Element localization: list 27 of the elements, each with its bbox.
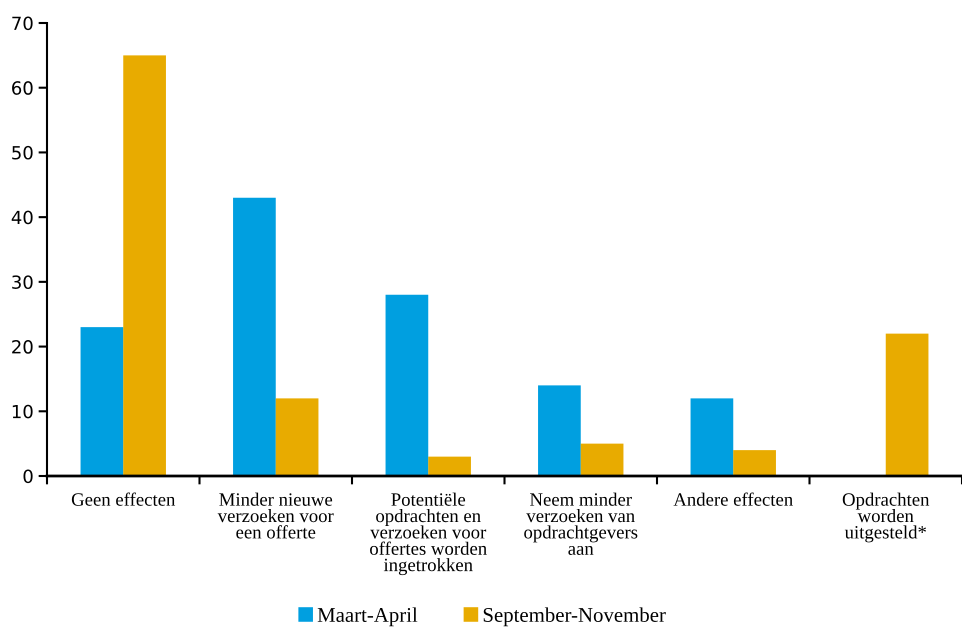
x-tick-label: Opdrachten worden uitgesteld* (842, 492, 930, 542)
bar (886, 334, 928, 476)
bar (386, 294, 428, 476)
x-tick-label: Potentiële opdrachten en verzoeken voor offertes worden ingetrokken (370, 492, 487, 576)
x-tick-label: Neem minder verzoeken van opdrachtgevers aan (524, 492, 638, 555)
bar (80, 327, 124, 476)
y-tick-label: 10 (12, 404, 33, 418)
x-tick-label: Geen effecten (72, 492, 176, 506)
y-tick-label: 60 (12, 81, 33, 95)
legend-label: September-November (484, 607, 666, 626)
bar (428, 456, 471, 476)
x-tick-label: Minder nieuwe verzoeken voor een offerte (218, 492, 334, 539)
bar (733, 450, 776, 476)
y-tick-label: 40 (12, 210, 33, 224)
legend-label: Maart-April (318, 607, 418, 626)
y-tick-label: 30 (12, 275, 33, 289)
bar (538, 385, 581, 476)
y-tick-label: 50 (12, 146, 33, 160)
bar (690, 398, 734, 476)
y-tick-label: 0 (24, 469, 33, 484)
x-tick-label: Andere effecten (673, 492, 793, 506)
y-tick-label: 70 (12, 16, 33, 30)
y-tick-label: 20 (12, 340, 33, 354)
bar (123, 55, 166, 476)
bar (580, 444, 624, 476)
bar (233, 198, 276, 476)
bar (276, 398, 318, 476)
